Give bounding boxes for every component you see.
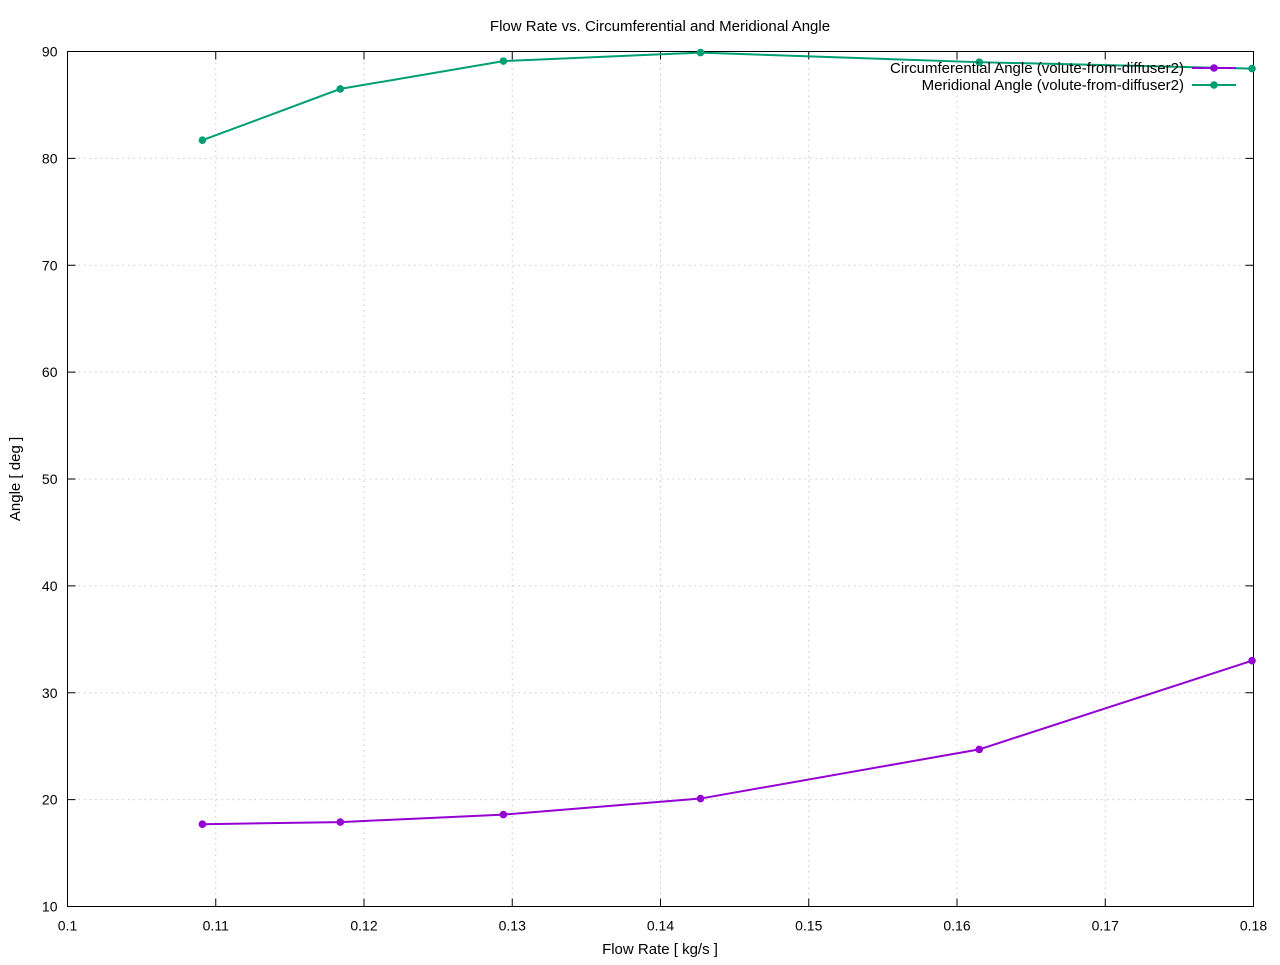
legend: Circumferential Angle (volute-from-diffu… [890, 60, 1236, 94]
chart-title: Flow Rate vs. Circumferential and Meridi… [490, 18, 830, 35]
legend-marker [1210, 64, 1218, 72]
data-point [336, 85, 345, 93]
y-tick-label: 70 [42, 257, 58, 273]
series-1 [198, 48, 1256, 145]
legend-label: Circumferential Angle (volute-from-diffu… [890, 60, 1184, 77]
y-tick-label: 90 [42, 44, 58, 60]
series-line [202, 51, 1253, 142]
data-point [198, 820, 207, 829]
legend-marker [1210, 81, 1218, 89]
data-point [696, 48, 705, 57]
y-tick-label: 30 [42, 685, 58, 701]
y-tick-label: 50 [42, 471, 58, 487]
x-tick-label: 0.18 [1240, 918, 1267, 934]
data-point [975, 745, 984, 754]
x-tick-label: 0.14 [647, 918, 674, 934]
legend-entry: Meridional Angle (volute-from-diffuser2) [922, 77, 1236, 94]
x-axis-title: Flow Rate [ kg/s ] [602, 941, 718, 958]
axis-ticks: 0.1 0.11 0.12 0.13 0.14 0.15 0.16 0.17 0.18 10 20 3… [42, 44, 1267, 934]
x-tick-label: 0.11 [203, 918, 229, 934]
data-point [499, 810, 508, 819]
data-point [975, 58, 984, 66]
data-point [198, 136, 207, 145]
data-point [1248, 64, 1256, 73]
data-point [696, 794, 705, 803]
y-tick-label: 80 [42, 150, 58, 166]
x-tick-label: 0.17 [1092, 918, 1119, 934]
legend-entry: Circumferential Angle (volute-from-diffu… [890, 60, 1236, 77]
y-tick-label: 10 [42, 899, 58, 915]
data-point [499, 57, 508, 65]
series-line [202, 659, 1253, 826]
y-axis-title: Angle [ deg ] [7, 437, 24, 521]
series-layer [198, 48, 1256, 829]
x-tick-label: 0.16 [943, 918, 970, 934]
data-point [1248, 656, 1256, 665]
series-0 [198, 656, 1256, 829]
data-point [336, 818, 345, 826]
y-tick-label: 60 [42, 364, 58, 380]
x-tick-label: 0.15 [795, 918, 822, 934]
y-tick-label: 40 [42, 578, 58, 594]
grid [67, 51, 1254, 907]
legend-label: Meridional Angle (volute-from-diffuser2) [922, 77, 1184, 94]
x-tick-label: 0.12 [350, 918, 377, 934]
y-tick-label: 20 [42, 792, 58, 808]
x-tick-label: 0.13 [499, 918, 526, 934]
x-tick-label: 0.1 [58, 918, 78, 934]
